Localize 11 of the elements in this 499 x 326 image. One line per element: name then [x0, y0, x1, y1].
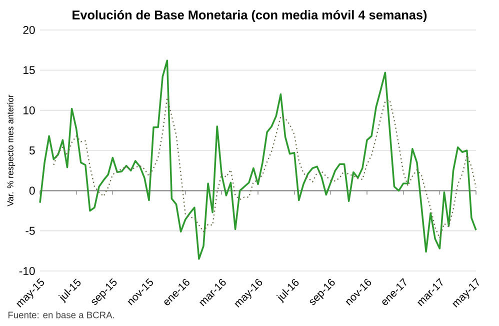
y-axis-title: Var. % respecto mes anterior: [7, 94, 16, 206]
y-tick-label: -5: [26, 226, 35, 235]
line-series: [53, 96, 477, 239]
y-tick-label: 15: [24, 66, 35, 74]
y-tick-label: 20: [23, 26, 35, 34]
source-note: Fuente: en base a BCRA.: [8, 311, 114, 318]
y-tick-label: 5: [29, 146, 35, 154]
y-tick-label: -10: [19, 266, 35, 276]
y-tick-label: 10: [24, 106, 35, 114]
chart-title: Evolución de Base Monetaria (con media móvil 4 semanas): [72, 10, 427, 22]
y-tick-label: 0: [29, 186, 35, 195]
